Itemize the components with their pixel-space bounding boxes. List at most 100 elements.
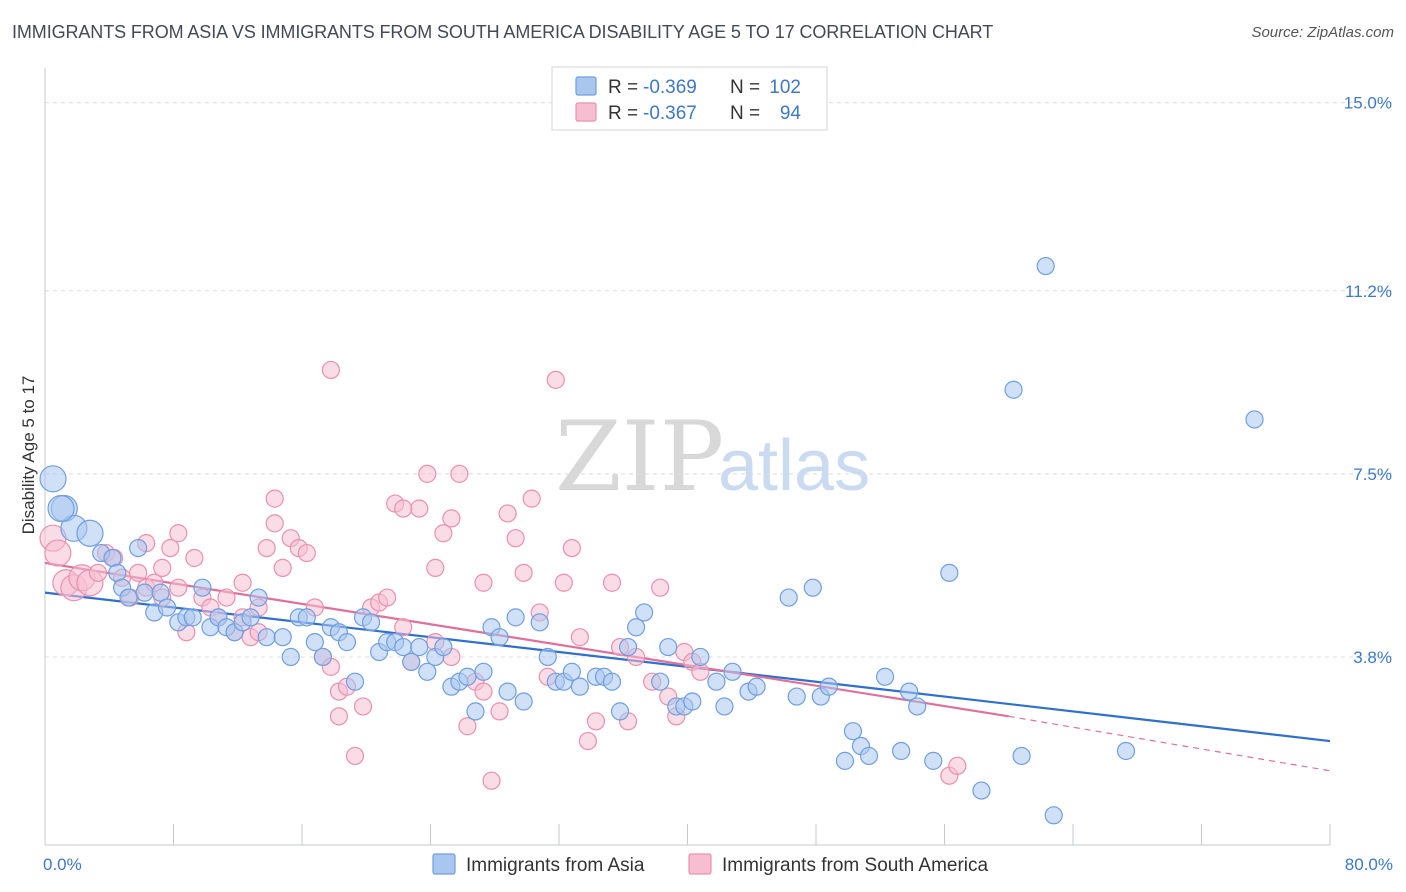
point-asia-10 xyxy=(135,583,154,602)
bottom-legend: Immigrants from Asia Immigrants from Sou… xyxy=(432,853,989,876)
y-tick-label-1: 7.5% xyxy=(1353,465,1392,484)
point-asia-80 xyxy=(747,677,766,696)
point-asia-90 xyxy=(875,667,895,686)
bottom-legend-swatch-south-america xyxy=(688,853,712,875)
point-asia-81 xyxy=(779,588,798,607)
point-south_america-11 xyxy=(129,563,148,582)
point-asia-27 xyxy=(281,647,300,667)
legend: R = -0.369 N = 102 R = -0.367 N = 94 xyxy=(551,66,828,131)
point-asia-99 xyxy=(1036,256,1055,276)
x-tick-label-1: 80.0% xyxy=(1345,855,1393,874)
point-asia-50 xyxy=(466,702,485,721)
point-asia-43 xyxy=(410,637,429,657)
point-asia-0 xyxy=(39,465,67,493)
legend-n-label: N = xyxy=(730,103,760,124)
point-south_america-46 xyxy=(410,499,429,518)
point-south_america-55 xyxy=(482,771,501,790)
point-asia-46 xyxy=(434,637,453,657)
point-asia-37 xyxy=(361,613,381,632)
point-asia-68 xyxy=(626,618,646,637)
legend-r-value-asia: -0.369 xyxy=(643,77,697,98)
point-south_america-68 xyxy=(586,712,606,731)
point-asia-76 xyxy=(707,672,726,691)
point-asia-8 xyxy=(119,588,138,607)
grid-lines xyxy=(45,102,1392,658)
point-south_america-29 xyxy=(273,558,292,577)
legend-swatch-asia xyxy=(575,76,597,96)
point-asia-41 xyxy=(394,637,413,657)
point-asia-102 xyxy=(1245,410,1264,429)
y-tick-labels: 3.8% 7.5% 11.2% 15.0% xyxy=(1344,94,1392,667)
point-asia-17 xyxy=(193,578,212,597)
point-south_america-59 xyxy=(514,563,533,582)
point-south_america-39 xyxy=(353,697,373,716)
point-asia-92 xyxy=(900,682,919,701)
legend-swatch-south-america xyxy=(575,102,597,122)
y-axis-label: Disability Age 5 to 17 xyxy=(19,376,38,535)
point-south_america-74 xyxy=(651,578,670,597)
point-south_america-16 xyxy=(169,578,188,597)
point-asia-78 xyxy=(723,662,742,681)
point-asia-75 xyxy=(691,647,710,667)
point-asia-54 xyxy=(498,682,517,701)
point-asia-66 xyxy=(610,702,630,721)
point-south_america-42 xyxy=(378,588,397,607)
point-asia-44 xyxy=(418,662,437,681)
point-asia-94 xyxy=(924,751,943,770)
watermark-zip: ZIP xyxy=(555,401,724,513)
point-south_america-87 xyxy=(329,707,349,726)
point-asia-61 xyxy=(562,662,581,681)
point-asia-62 xyxy=(570,677,589,696)
point-asia-91 xyxy=(892,741,911,761)
point-south_america-63 xyxy=(546,370,565,389)
legend-n-value-asia: 102 xyxy=(769,77,801,98)
point-south_america-54 xyxy=(474,573,493,592)
point-asia-97 xyxy=(1004,380,1023,399)
x-tick-labels: 0.0% 80.0% xyxy=(43,855,1393,874)
watermark-atlas: atlas xyxy=(718,426,870,506)
point-south_america-67 xyxy=(578,731,598,751)
point-asia-74 xyxy=(683,692,702,711)
point-asia-70 xyxy=(651,672,670,691)
point-asia-85 xyxy=(819,677,838,696)
point-asia-34 xyxy=(337,633,357,652)
legend-n-value-south-america: 94 xyxy=(780,103,802,124)
point-asia-35 xyxy=(345,672,365,691)
legend-r-value-south-america: -0.367 xyxy=(643,103,697,124)
point-asia-30 xyxy=(305,633,324,652)
point-south_america-52 xyxy=(458,717,477,736)
point-asia-24 xyxy=(249,588,268,607)
point-asia-51 xyxy=(474,662,493,681)
legend-item-asia: R = -0.369 N = 102 xyxy=(575,76,801,98)
point-south_america-58 xyxy=(506,529,525,548)
x-tick-label-0: 0.0% xyxy=(43,855,82,874)
point-south_america-80 xyxy=(321,360,341,380)
watermark: ZIP atlas xyxy=(555,401,870,513)
point-asia-25 xyxy=(257,628,276,647)
legend-box xyxy=(551,66,828,131)
point-asia-42 xyxy=(402,652,421,672)
point-south_america-60 xyxy=(522,489,541,508)
point-south_america-56 xyxy=(490,702,509,721)
point-asia-65 xyxy=(602,672,622,691)
source-credit: Source: ZipAtlas.com xyxy=(1251,24,1394,41)
legend-item-south-america: R = -0.367 N = 94 xyxy=(575,102,802,124)
point-asia-71 xyxy=(659,637,678,657)
point-asia-53 xyxy=(490,628,509,647)
point-south_america-88 xyxy=(394,499,413,518)
point-south_america-64 xyxy=(554,573,573,592)
point-south_america-15 xyxy=(161,538,180,558)
point-asia-67 xyxy=(618,637,638,657)
point-south_america-27 xyxy=(257,538,276,558)
points-asia xyxy=(39,256,1264,825)
point-south_america-92 xyxy=(948,756,967,775)
point-south_america-22 xyxy=(217,588,236,607)
point-south_america-47 xyxy=(418,464,437,483)
point-asia-3 xyxy=(76,519,104,547)
point-asia-101 xyxy=(1116,741,1136,761)
point-asia-95 xyxy=(940,563,959,582)
y-tick-label-2: 11.2% xyxy=(1345,282,1392,301)
point-asia-87 xyxy=(843,722,863,741)
point-asia-82 xyxy=(787,687,806,706)
